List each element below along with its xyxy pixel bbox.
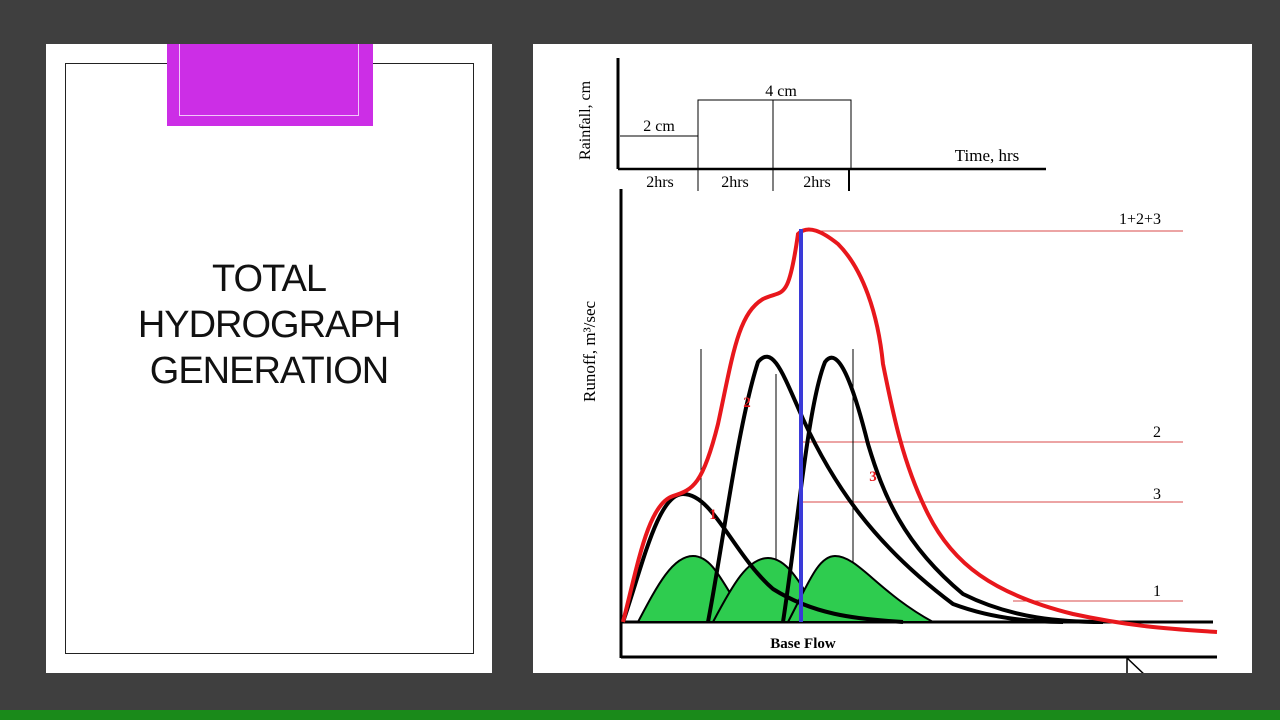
runoff-axis-label: Runoff, m³/sec xyxy=(580,300,599,402)
slide-title-line-2: HYDROGRAPH xyxy=(137,304,401,346)
peak-label-3: 3 xyxy=(1153,486,1161,503)
rainfall-value-1: 2 cm xyxy=(643,118,675,135)
diagram-card: Rainfall, cm 2 cm 4 cm Time, hrs 2hrs 2h… xyxy=(533,44,1252,692)
time-axis-label: Time, hrs xyxy=(955,146,1020,165)
peak-label-2: 2 xyxy=(1153,424,1161,441)
title-card: TOTAL HYDROGRAPH GENERATION xyxy=(46,44,492,673)
hydrograph-3 xyxy=(781,355,1104,624)
slide-title-line-3: GENERATION xyxy=(149,350,389,392)
curve-label-3: 3 xyxy=(869,469,877,485)
base-flow-label: Base Flow xyxy=(770,636,836,652)
peak-label-total: 1+2+3 xyxy=(1119,211,1161,228)
mouse-cursor-icon xyxy=(1126,656,1149,692)
rainfall-block-2 xyxy=(697,99,852,169)
time-interval-3: 2hrs xyxy=(803,174,831,191)
hydrograph-diagram: Rainfall, cm 2 cm 4 cm Time, hrs 2hrs 2h… xyxy=(577,58,1218,692)
slide-title-line-1: TOTAL xyxy=(212,258,327,300)
decorative-tab-inner xyxy=(179,44,359,116)
bottom-accent-bar xyxy=(0,710,1280,720)
rainfall-axis-label: Rainfall, cm xyxy=(577,80,594,160)
total-hydrograph xyxy=(621,227,1218,634)
curve-label-1: 1 xyxy=(709,507,717,523)
rainfall-value-2: 4 cm xyxy=(765,83,797,100)
hydrograph-1 xyxy=(621,491,904,624)
decorative-tab xyxy=(167,44,373,126)
time-interval-2: 2hrs xyxy=(721,174,749,191)
unit-hydrograph-3 xyxy=(786,554,934,623)
slide-title: TOTAL HYDROGRAPH GENERATION xyxy=(46,256,492,394)
curve-label-2: 2 xyxy=(743,395,751,411)
time-interval-1: 2hrs xyxy=(646,174,674,191)
peak-label-1: 1 xyxy=(1153,583,1161,600)
